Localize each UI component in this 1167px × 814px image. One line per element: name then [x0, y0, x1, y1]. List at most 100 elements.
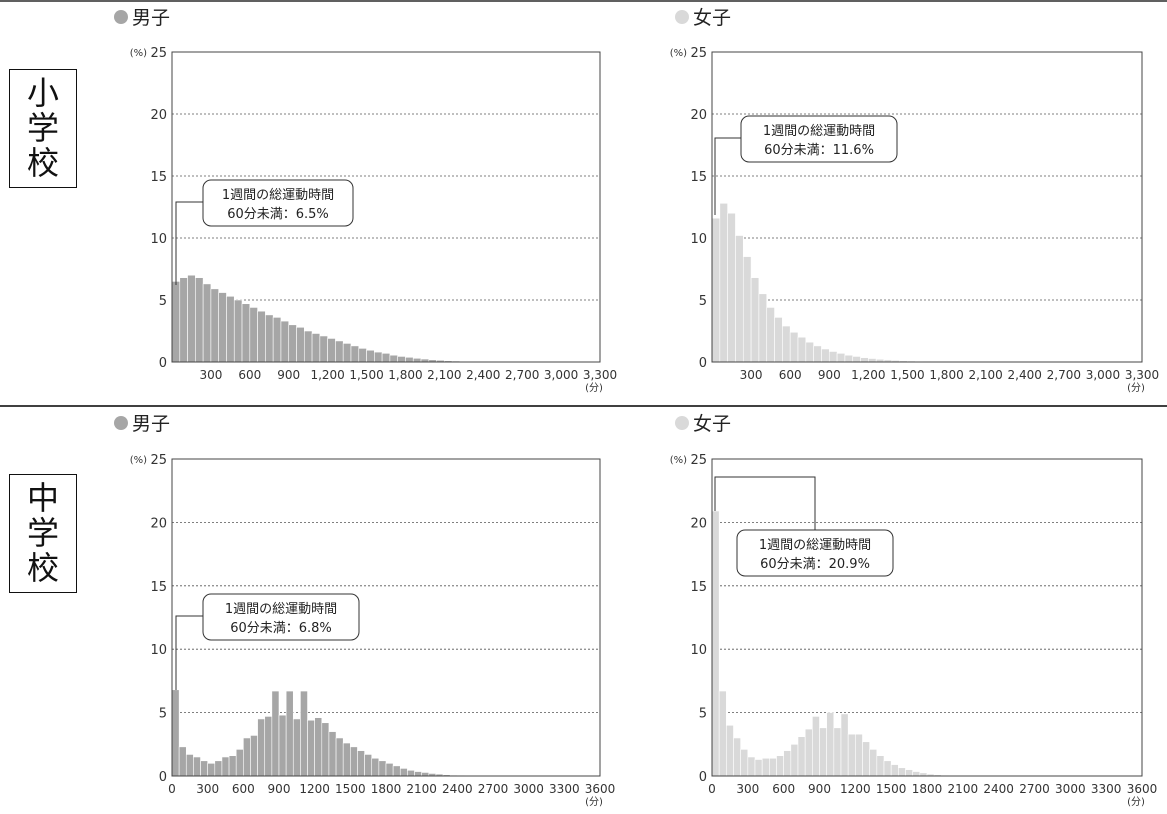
y-tick-label: 10	[150, 643, 167, 658]
histogram-bar	[200, 760, 208, 777]
histogram-bar	[207, 763, 216, 777]
histogram-bar	[364, 754, 373, 777]
plot-frame	[171, 51, 601, 363]
histogram-bar	[890, 764, 899, 777]
x-tick-label: 900	[818, 368, 841, 382]
y-tick-label: 0	[699, 770, 707, 785]
histogram-bar	[278, 714, 287, 777]
histogram-bar	[241, 303, 251, 363]
histogram-bar	[898, 767, 906, 777]
x-unit-label: (分)	[585, 796, 603, 808]
x-unit-label: (分)	[1127, 382, 1145, 394]
histogram-bar	[257, 718, 266, 777]
junior-high-school-label: 中 学 校	[9, 474, 77, 593]
histogram-bar	[412, 357, 422, 363]
y-tick-label: 5	[159, 294, 167, 309]
histogram-bar	[876, 755, 885, 777]
histogram-bar	[250, 735, 258, 777]
y-tick-label: 25	[690, 453, 707, 468]
y-tick-label: 5	[159, 707, 167, 722]
y-unit-label: (%)	[670, 455, 687, 466]
histogram-bar	[790, 743, 799, 777]
label-char: 学	[26, 514, 59, 552]
histogram-bar	[747, 756, 756, 777]
chart-panel-3: 男子 0 5 10 15 20 25(%) 0 300 600 900 1200 1500 1800 210…	[114, 413, 615, 808]
legend-dot-icon	[675, 416, 689, 430]
x-tick-label: 3000	[513, 782, 544, 796]
y-tick-label: 15	[690, 580, 707, 595]
histogram-bar	[271, 690, 280, 777]
annotation-box	[202, 179, 354, 227]
histogram-bar	[860, 357, 869, 363]
x-tick-label: 1,500	[349, 368, 383, 382]
histogram-bar	[257, 310, 266, 363]
histogram-bar	[804, 728, 813, 777]
histogram-bar	[840, 713, 849, 777]
annotation-line-2: 60分未満：6.8%	[230, 621, 332, 636]
histogram-bar	[833, 727, 842, 777]
annotation-line-2: 60分未満：6.5%	[227, 207, 329, 222]
legend-dot-icon	[114, 416, 128, 430]
histogram-bar	[828, 351, 838, 363]
histogram-bar	[378, 760, 387, 777]
x-tick-label: 300	[740, 368, 763, 382]
x-tick-label: 3000	[1055, 782, 1086, 796]
histogram-bar	[280, 320, 290, 363]
x-tick-label: 300	[736, 782, 759, 796]
plot-frame	[171, 458, 601, 777]
histogram-bar	[847, 733, 856, 777]
histogram-bar	[782, 325, 791, 363]
histogram-bar	[385, 763, 394, 777]
x-tick-label: 2,100	[427, 368, 461, 382]
histogram-bar	[719, 202, 728, 363]
histogram-bar	[821, 348, 830, 363]
annotation-box	[740, 115, 898, 163]
chart-panel-1: 男子 0 5 10 15 20 25(%) 300 600 900 1,200 1,500 1,800 2…	[114, 7, 617, 394]
y-tick-label: 25	[150, 453, 167, 468]
x-tick-label: 2100	[406, 782, 437, 796]
histogram-bar	[805, 341, 814, 363]
histogram-bar	[228, 755, 237, 777]
histogram-bar	[789, 331, 799, 363]
annotation-leader-line	[714, 137, 741, 215]
histogram-bar	[285, 690, 294, 777]
histogram-bar	[862, 741, 870, 777]
x-tick-label: 1,800	[929, 368, 963, 382]
histogram-bar	[210, 288, 219, 363]
chart-panel-4: 女子 0 5 10 15 20 25(%) 0 300 600 900 1200 1500 1800 210…	[670, 413, 1158, 808]
y-tick-label: 10	[690, 232, 707, 247]
histogram-bar	[869, 749, 878, 777]
histogram-bar	[769, 757, 777, 777]
y-tick-label: 10	[690, 643, 707, 658]
histogram-bar	[735, 235, 744, 363]
histogram-bar	[813, 345, 822, 363]
y-tick-label: 15	[150, 170, 167, 185]
x-tick-label: 600	[232, 782, 255, 796]
histogram-bar	[414, 771, 422, 777]
histogram-bar	[381, 353, 391, 363]
histogram-bar	[826, 712, 835, 777]
x-tick-label: 300	[196, 782, 219, 796]
y-tick-label: 0	[159, 356, 167, 371]
histogram-bar	[389, 354, 398, 363]
x-tick-label: 0	[708, 782, 716, 796]
histogram-bar	[883, 760, 892, 777]
label-char: 校	[26, 549, 59, 587]
histogram-bar	[243, 737, 251, 777]
histogram-bar	[350, 345, 360, 363]
plot-frame	[711, 458, 1143, 777]
histogram-bar	[742, 256, 752, 363]
x-tick-label: 3,300	[1125, 368, 1159, 382]
histogram-bar	[185, 754, 194, 777]
histogram-bar	[235, 749, 244, 777]
histogram-bar	[221, 756, 230, 777]
x-tick-label: 2700	[478, 782, 509, 796]
histogram-bar	[179, 277, 188, 363]
histogram-bar	[357, 750, 365, 777]
x-tick-label: 900	[268, 782, 291, 796]
x-tick-label: 3300	[1091, 782, 1122, 796]
histogram-bar	[342, 742, 351, 777]
y-tick-label: 20	[690, 516, 707, 531]
chart-title: 男子	[132, 413, 170, 435]
